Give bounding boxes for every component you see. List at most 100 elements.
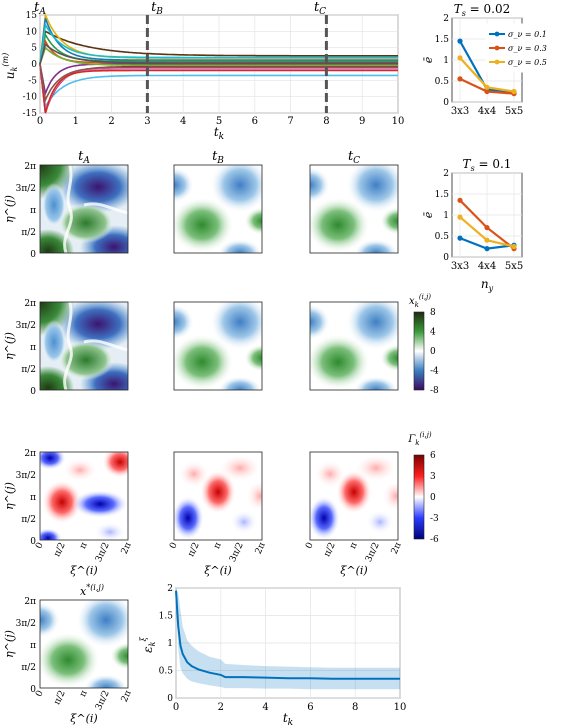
- col-x-label: ξ^(i): [204, 564, 231, 577]
- legend: σ_ν = 0.1 σ_ν = 0.3 σ_ν = 0.5: [485, 23, 555, 73]
- control-series-line: [39, 63, 398, 103]
- row-y-label: η^(j): [3, 195, 16, 223]
- x-tick-label: π/2: [322, 541, 337, 559]
- heatmap-frame: [173, 164, 263, 254]
- x-tick-label: 4: [262, 702, 268, 713]
- x-axis-label: tk: [214, 125, 224, 142]
- legend-marker: [494, 45, 500, 51]
- y-tick-label: -5: [28, 76, 37, 86]
- x-tick-label: 2π: [120, 541, 134, 556]
- error-point: [484, 246, 490, 252]
- x-tick-label: 6: [252, 116, 258, 127]
- x-axis-label: ny: [481, 277, 494, 293]
- x-tick-label: 0: [34, 541, 46, 551]
- x-tick-label: 4x4: [478, 261, 496, 272]
- control-series-line: [39, 18, 398, 65]
- control-series-line: [39, 63, 398, 109]
- gamma-heatmap-tb: [174, 452, 262, 540]
- time-label-a: tA: [34, 0, 46, 17]
- error-point: [457, 76, 463, 82]
- y-tick-label: π: [30, 493, 36, 503]
- control-series-line: [39, 22, 398, 65]
- y-tick-label: 1: [443, 211, 449, 221]
- control-series-line: [39, 63, 398, 114]
- y-tick-label: 0: [30, 685, 36, 695]
- colorbar-tick-label: 0: [430, 493, 436, 503]
- y-axis-label: ē: [422, 56, 435, 63]
- x-tick-label: 10: [392, 116, 405, 127]
- y-tick-label: 0: [443, 253, 449, 263]
- y-axis-label: uk(m): [1, 53, 19, 79]
- estimate-heatmap-tc: [310, 302, 398, 390]
- x-tick-label: 0: [37, 116, 43, 127]
- y-tick-label: 2π: [24, 597, 36, 607]
- target-heatmap: [40, 600, 128, 688]
- heatmap-frame: [309, 164, 399, 254]
- chart-title: Ts = 0.02: [454, 2, 511, 18]
- x-tick-label: 3π/2: [94, 541, 112, 564]
- y-tick-label: 2π: [24, 449, 36, 459]
- x-tick-label: 0: [304, 541, 316, 551]
- legend-label: σ_ν = 0.1: [508, 30, 547, 39]
- x-tick-label: 0: [34, 689, 46, 699]
- x-tick-label: 9: [359, 116, 365, 127]
- y-tick-label: 0: [30, 387, 36, 397]
- colorbar-tick-label: -6: [430, 535, 439, 545]
- x-tick-label: 2π: [120, 689, 134, 704]
- col-title-c: tC: [348, 149, 360, 166]
- heatmap-frame: [39, 301, 129, 391]
- error-chart-ts01: Ts = 0.1 0 0.5 1 1.5 2 3x3 4x4 5x5 ē ny: [422, 157, 523, 293]
- col-x-label: ξ^(i): [70, 712, 97, 725]
- colorbar-tick-label: -8: [430, 386, 439, 396]
- heatmap-frame: [39, 599, 129, 689]
- x-tick-label: π: [348, 541, 360, 551]
- control-input-chart: 0 1 2 3 4 5 6 7 8 9 10 -15 -10 -5 0 5 10 15 tk uk(m) tA t…: [1, 0, 404, 142]
- time-marker-labels: tA tB tC: [34, 0, 326, 17]
- time-label-c: tC: [314, 0, 326, 17]
- y-tick-label: 0: [30, 250, 36, 260]
- col-x-label: ξ^(i): [340, 564, 367, 577]
- error-point: [457, 55, 463, 61]
- error-point: [484, 237, 490, 243]
- colorbar-tick-label: 6: [430, 451, 436, 461]
- control-series-line: [39, 46, 398, 67]
- row-y-label: η^(j): [3, 332, 16, 360]
- state-row-1: tA tB tC: [40, 149, 398, 253]
- x-tick-label: 5x5: [505, 106, 523, 117]
- col-title-a: tA: [78, 149, 90, 166]
- y-tick-label: 1.5: [435, 35, 450, 45]
- row-y-label: η^(j): [3, 482, 16, 510]
- col-x-label: ξ^(i): [70, 564, 97, 577]
- x-tick-label: 3π/2: [228, 541, 246, 564]
- y-tick-label: 3π/2: [16, 184, 36, 194]
- x-tick-label: 3π/2: [94, 689, 112, 712]
- colorbar-tick-label: -3: [430, 514, 439, 524]
- error-point: [511, 243, 517, 250]
- gamma-heatmap-ta: [40, 452, 128, 540]
- colorbar-label: Γk(i,j): [407, 431, 432, 447]
- x-tick-label: 3x3: [451, 106, 469, 117]
- chart-title: Ts = 0.1: [463, 157, 512, 173]
- state-row-2: [40, 302, 398, 390]
- y-tick-label: π/2: [21, 228, 36, 238]
- error-point: [457, 197, 463, 203]
- y-tick-label: 0: [31, 60, 37, 70]
- colorbar-state: xk(i,j) 8 4 0 -4 -8: [409, 293, 439, 396]
- legend-label: σ_ν = 0.5: [508, 58, 547, 67]
- estimate-heatmap-ta: [40, 302, 128, 390]
- y-tick-label: 2π: [24, 299, 36, 309]
- time-label-b: tB: [151, 0, 163, 17]
- y-tick-label: 1: [167, 639, 173, 649]
- y-tick-label: π: [30, 343, 36, 353]
- x-axis-label: tk: [283, 711, 293, 727]
- legend-marker: [494, 59, 500, 65]
- error-point: [457, 214, 463, 220]
- heatmap-frame: [309, 451, 399, 541]
- colorbar-label: xk(i,j): [409, 293, 431, 309]
- y-tick-label: 2: [443, 169, 449, 179]
- x-tick-label: 3x3: [451, 261, 469, 272]
- x-tick-label: π/2: [52, 689, 67, 707]
- x-tick-label: 8: [352, 702, 358, 713]
- colorbar-tick-label: 4: [430, 328, 436, 338]
- heatmap-frame: [309, 301, 399, 391]
